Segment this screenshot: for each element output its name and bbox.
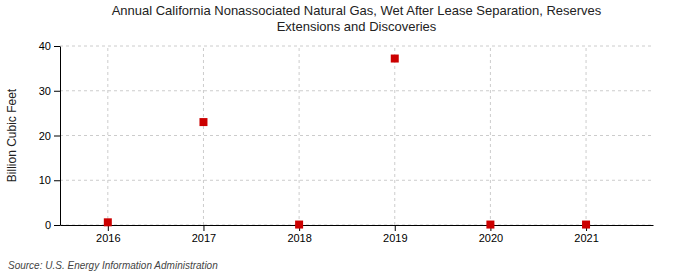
x-tick-label: 2018 [287, 232, 311, 244]
chart-container: 2016 2017 2018 2019 2020 2021 0 10 20 30 40 Annual … [0, 0, 675, 275]
y-tick-label: 20 [39, 130, 51, 142]
title-line: Extensions and Discoveries [277, 19, 437, 34]
y-tick-label: 0 [45, 219, 51, 231]
y-tick: 10 [39, 174, 60, 186]
y-tick: 30 [39, 85, 60, 97]
point [199, 118, 207, 126]
y-tick-mark [54, 91, 60, 92]
chart-svg: 2016 2017 2018 2019 2020 2021 0 10 20 30 40 Annual … [0, 0, 675, 275]
point [295, 221, 303, 229]
point [104, 218, 112, 226]
y-tick: 40 [39, 40, 60, 52]
grid [60, 46, 653, 225]
grid-line-y [60, 46, 653, 47]
grid-line-x [394, 46, 395, 225]
x-tick: 2017 [192, 225, 216, 244]
grid-line-x [107, 46, 108, 225]
grid-line-y [60, 225, 653, 226]
y-tick-mark [54, 225, 60, 226]
x-tick-label: 2019 [383, 232, 407, 244]
point [391, 55, 399, 63]
x-axis-line [61, 225, 654, 226]
x-tick: 2019 [383, 225, 407, 244]
x-tick-label: 2021 [574, 232, 598, 244]
x-axis: 2016 2017 2018 2019 2020 2021 [61, 225, 654, 244]
points [104, 55, 590, 229]
grid-line-y [60, 180, 653, 181]
point [582, 221, 590, 229]
grid-line-x [299, 46, 300, 225]
y-axis: 0 10 20 30 40 [39, 40, 61, 231]
y-tick-label: 40 [39, 40, 51, 52]
y-tick-mark [54, 180, 60, 181]
grid-line-x [203, 46, 204, 225]
y-tick-label: 10 [39, 174, 51, 186]
x-tick-label: 2016 [96, 232, 120, 244]
grid-line-y [60, 135, 653, 136]
grid-line-y [60, 90, 653, 91]
x-tick-label: 2017 [192, 232, 216, 244]
x-tick-label: 2020 [479, 232, 503, 244]
y-tick-mark [54, 46, 60, 47]
y-tick-label: 30 [39, 85, 51, 97]
y-axis-line [60, 47, 61, 226]
x-tick-mark [395, 225, 396, 231]
source: Source: U.S. Energy Information Administ… [8, 260, 218, 271]
y-tick-mark [54, 136, 60, 137]
y-tick: 0 [45, 219, 60, 231]
x-tick: 2016 [96, 225, 120, 244]
y-tick: 20 [39, 130, 60, 142]
grid-line-x [490, 46, 491, 225]
title-line: Annual California Nonassociated Natural … [112, 3, 602, 18]
grid-line-x [586, 46, 587, 225]
y-axis-label: Billion Cubic Feet [5, 88, 19, 182]
x-tick-mark [203, 225, 204, 231]
title: Annual California Nonassociated Natural … [112, 3, 602, 34]
point [486, 221, 494, 229]
